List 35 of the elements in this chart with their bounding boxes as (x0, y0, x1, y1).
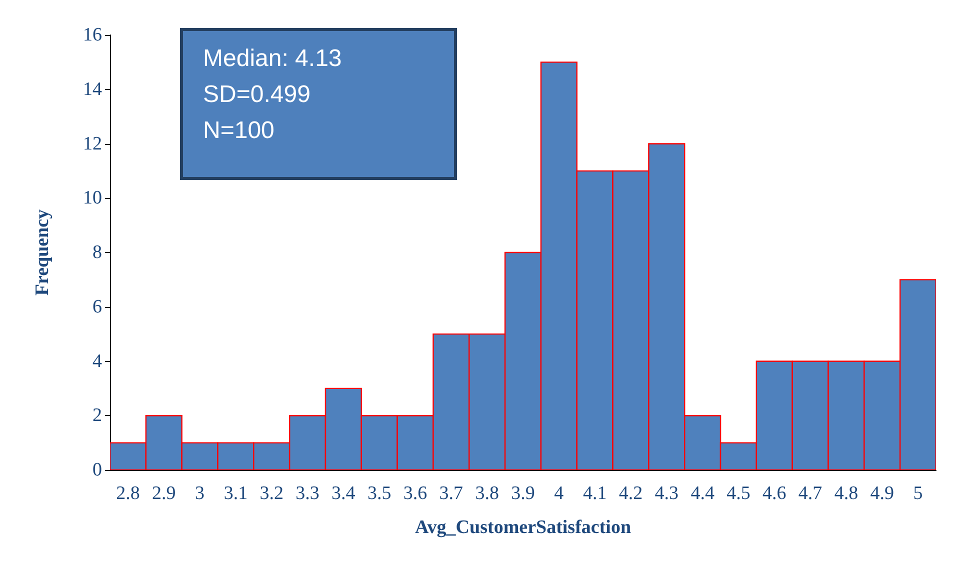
x-tick-label: 3.5 (367, 483, 392, 504)
text-box: Median: 4.13 SD=0.499 N=100 (180, 28, 457, 180)
x-tick-label: 3.6 (403, 483, 428, 504)
x-tick-label: 3.7 (439, 483, 464, 504)
x-tick-label: 3.9 (511, 483, 535, 504)
x-tick-label: 5 (913, 483, 923, 504)
x-tick-label: 4.5 (726, 483, 750, 504)
y-tick-label: 16 (83, 24, 102, 46)
x-tick-label: 4.1 (582, 483, 607, 504)
y-tick-label: 4 (92, 350, 102, 372)
y-tick-label: 6 (92, 296, 102, 318)
x-tick-label: 4.8 (834, 483, 858, 504)
x-tick-label: 2.8 (116, 483, 140, 504)
x-tick-label: 3.3 (296, 483, 320, 504)
x-tick-label: 4.4 (690, 483, 715, 504)
y-tick-label: 8 (92, 242, 102, 263)
y-tick-label: 0 (92, 460, 102, 480)
y-tick-label: 12 (83, 133, 102, 154)
x-tick-label: 4.7 (798, 483, 822, 504)
x-tick-label: 3.8 (475, 483, 499, 504)
x-tick-label: 3.1 (224, 483, 248, 504)
x-tick-label: 3.2 (260, 483, 284, 504)
x-tick-label: 2.9 (152, 483, 176, 504)
x-tick-label: 3 (195, 483, 205, 504)
y-tick-label: 10 (83, 188, 102, 209)
x-tick-label: 4.2 (618, 483, 643, 504)
x-tick-label: 4.9 (870, 483, 894, 504)
y-tick-label: 2 (92, 405, 102, 426)
x-tick-label: 4.6 (762, 483, 786, 504)
x-axis-title: Avg_CustomerSatisfaction (414, 517, 632, 538)
x-tick-label: 4.3 (654, 483, 679, 504)
x-tick-label: 3.4 (332, 483, 356, 504)
x-tick-label: 4 (554, 483, 564, 504)
y-tick-label: 14 (83, 78, 102, 100)
y-axis-title: Frequency (32, 208, 53, 296)
